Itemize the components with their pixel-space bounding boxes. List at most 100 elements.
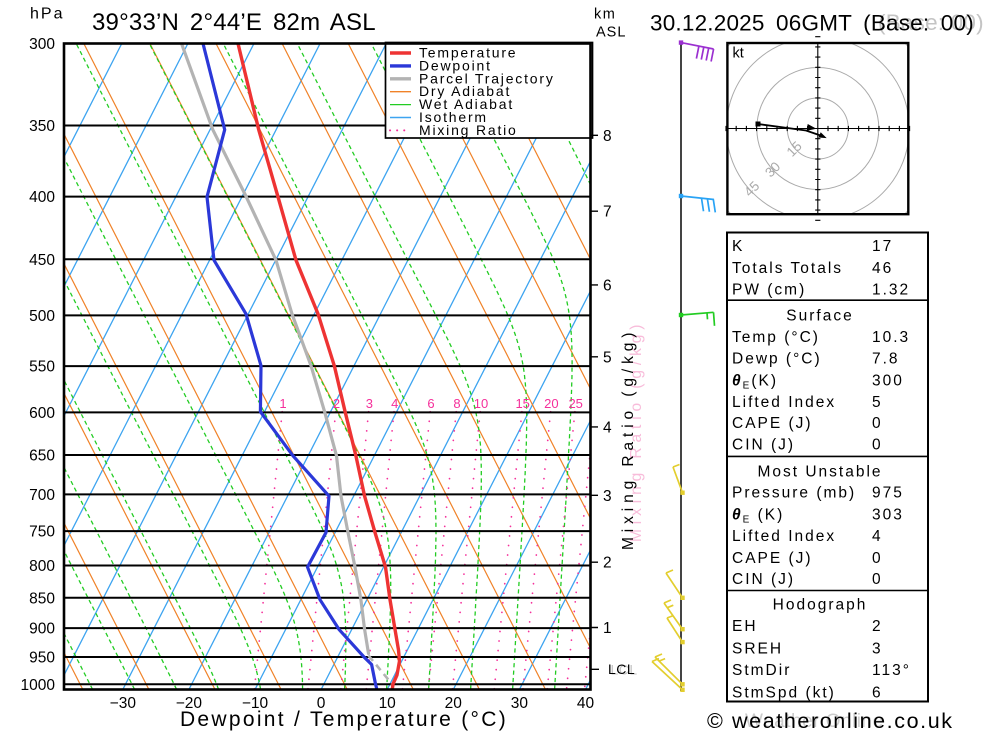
svg-text:950: 950 [29,650,55,667]
svg-text:1.32: 1.32 [872,282,910,299]
svg-text:25: 25 [568,396,582,411]
svg-text:4: 4 [872,528,883,545]
svg-text:750: 750 [29,524,55,541]
svg-text:15: 15 [515,396,529,411]
svg-text:Dewpoint / Temperature (°C): Dewpoint / Temperature (°C) [180,708,508,731]
svg-text:10.3: 10.3 [872,329,910,346]
svg-text:39°33’N 2°44’E 82m ASL: 39°33’N 2°44’E 82m ASL [92,9,376,36]
svg-text:5: 5 [603,349,612,366]
svg-text:0: 0 [872,550,883,567]
svg-text:2: 2 [872,618,883,635]
svg-text:Dewpoint: Dewpoint [419,57,492,73]
svg-text:450: 450 [29,252,55,269]
svg-text:StmSpd (kt): StmSpd (kt) [732,684,836,701]
svg-text:850: 850 [29,590,55,607]
svg-text:1: 1 [603,620,612,637]
svg-text:113°: 113° [872,662,911,679]
svg-text:Weather Online: Weather Online [745,711,884,732]
svg-text:30: 30 [511,695,529,712]
svg-text:600: 600 [29,405,55,422]
svg-text:LCL: LCL [611,661,638,677]
svg-text:5: 5 [872,394,883,411]
svg-text:StmDir: StmDir [732,662,791,679]
svg-text:2: 2 [603,555,612,572]
svg-text:300: 300 [29,36,55,53]
svg-text:CIN (J): CIN (J) [732,571,795,588]
svg-text:4: 4 [391,396,398,411]
svg-text:Mixing Ratio (g/kg): Mixing Ratio (g/kg) [620,328,637,550]
svg-text:0: 0 [872,415,883,432]
svg-text:975: 975 [872,484,904,501]
svg-text:km: km [594,7,616,23]
svg-text:40: 40 [577,695,595,712]
svg-text:1: 1 [279,396,286,411]
svg-text:550: 550 [29,359,55,376]
svg-text:−20: −20 [176,695,203,712]
svg-text:900: 900 [29,621,55,638]
svg-text:3: 3 [366,396,373,411]
svg-text:θE(K): θE(K) [732,373,778,392]
svg-text:2: 2 [333,396,340,411]
svg-text:−10: −10 [242,695,269,712]
svg-text:350: 350 [29,118,55,135]
svg-text:Mixing Ratio: Mixing Ratio [419,122,518,138]
svg-text:3: 3 [872,641,883,658]
svg-text:Parcel Trajectory: Parcel Trajectory [419,70,555,86]
svg-text:K: K [732,238,744,255]
svg-text:CIN (J): CIN (J) [732,436,795,453]
svg-text:6: 6 [872,684,883,701]
svg-text:17: 17 [872,238,893,255]
svg-text:−30: −30 [110,695,137,712]
svg-text:Surface: Surface [786,307,853,324]
svg-text:20: 20 [544,396,558,411]
svg-text:8: 8 [603,128,612,145]
svg-text:(Base: 00): (Base: 00) [878,10,984,35]
svg-text:LCL: LCL [608,661,635,677]
svg-text:700: 700 [29,487,55,504]
svg-text:46: 46 [872,260,893,277]
svg-text:0: 0 [872,571,883,588]
svg-text:400: 400 [29,189,55,206]
svg-text:7: 7 [603,204,612,221]
svg-text:Dewp (°C): Dewp (°C) [732,351,822,368]
svg-text:Isotherm: Isotherm [419,109,488,125]
svg-text:EH: EH [732,618,758,635]
svg-text:6: 6 [427,396,434,411]
svg-text:30.12.2025 06GMT (Base: 00): 30.12.2025 06GMT (Base: 00) [650,11,974,36]
svg-text:8: 8 [453,396,460,411]
svg-text:0: 0 [872,436,883,453]
svg-text:Wet Adiabat: Wet Adiabat [419,96,514,112]
svg-text:1000: 1000 [21,677,56,694]
svg-text:Pressure (mb): Pressure (mb) [732,484,856,501]
svg-text:© weatheronline.co.uk: © weatheronline.co.uk [707,709,954,733]
svg-text:SREH: SREH [732,641,783,658]
svg-text:800: 800 [29,558,55,575]
svg-text:PW (cm): PW (cm) [732,282,806,299]
svg-text:0: 0 [317,695,326,712]
svg-text:4: 4 [603,419,612,436]
svg-text:Lifted Index: Lifted Index [732,528,836,545]
svg-text:Temp (°C): Temp (°C) [732,329,820,346]
svg-text:ASL: ASL [596,25,626,41]
svg-text:7.8: 7.8 [872,351,900,368]
svg-text:CAPE (J): CAPE (J) [732,550,813,567]
svg-text:300: 300 [872,373,904,390]
svg-text:Dry Adiabat: Dry Adiabat [419,83,511,99]
svg-text:kt: kt [733,46,744,62]
svg-text:6: 6 [603,277,612,294]
svg-text:10: 10 [379,695,397,712]
svg-text:20: 20 [445,695,463,712]
svg-text:Lifted Index: Lifted Index [732,394,836,411]
svg-text:CAPE (J): CAPE (J) [732,415,813,432]
svg-text:650: 650 [29,448,55,465]
svg-text:Most Unstable: Most Unstable [757,463,882,480]
svg-text:Mixing Ratio (g/kg): Mixing Ratio (g/kg) [628,320,645,542]
svg-text:Temperature: Temperature [419,45,517,61]
svg-text:θE (K): θE (K) [732,507,784,526]
svg-text:Hodograph: Hodograph [773,597,868,614]
svg-text:3: 3 [603,488,612,505]
svg-text:Totals Totals: Totals Totals [732,260,843,277]
svg-text:500: 500 [29,308,55,325]
svg-text:303: 303 [872,507,904,524]
svg-text:hPa: hPa [30,6,64,23]
